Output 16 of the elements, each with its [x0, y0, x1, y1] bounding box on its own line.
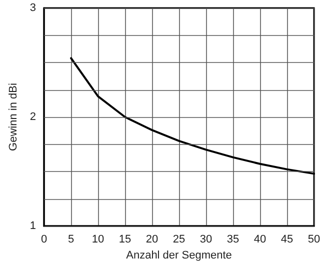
- x-tick-label: 0: [40, 234, 48, 246]
- y-tick-label: 3: [30, 2, 36, 14]
- x-tick-label: 40: [254, 234, 266, 246]
- x-tick-label: 50: [308, 234, 320, 246]
- y-tick-label: 2: [30, 111, 36, 123]
- x-tick-label: 20: [146, 234, 158, 246]
- y-tick-label: 1: [30, 220, 36, 232]
- x-tick-label: 35: [226, 234, 240, 246]
- x-tick-label: 30: [200, 234, 212, 246]
- y-axis-title: Gewinn in dBi: [8, 83, 20, 151]
- x-tick-label: 5: [68, 234, 74, 246]
- x-tick-label: 15: [118, 234, 132, 246]
- x-tick-label: 25: [172, 234, 186, 246]
- x-tick-label: 10: [92, 234, 104, 246]
- x-axis-title: Anzahl der Segmente: [126, 249, 232, 262]
- x-tick-label: 45: [280, 234, 294, 246]
